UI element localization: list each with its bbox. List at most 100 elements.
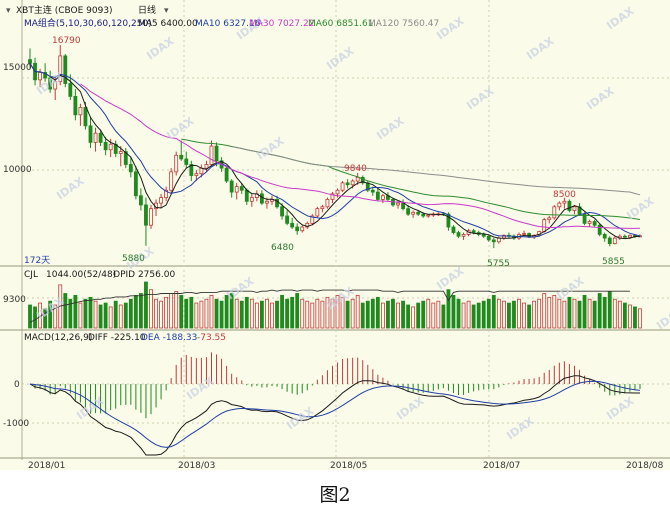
watermark-text: IDAX — [584, 84, 617, 112]
candles — [28, 45, 642, 249]
candle-body — [380, 195, 385, 200]
volume-bar — [401, 300, 405, 329]
volume-bar — [138, 293, 143, 329]
candle-body — [451, 226, 456, 233]
candle-body — [239, 186, 244, 191]
volume-bar — [386, 300, 390, 329]
volume-bar — [411, 306, 416, 329]
volume-bar — [461, 302, 466, 329]
candle-body — [370, 189, 375, 193]
watermark-text: IDAX — [324, 44, 357, 72]
volume-bar — [396, 302, 400, 329]
volume-bar — [310, 302, 315, 329]
volume-bar — [144, 281, 148, 329]
candle-body — [406, 208, 411, 215]
candle-body — [194, 173, 199, 176]
macd-diff-line — [29, 375, 640, 456]
volume-bar — [83, 298, 88, 329]
watermark-text: IDAX — [524, 34, 557, 62]
ma120-label: MA120 7560.47 — [368, 19, 439, 29]
volume-bar — [587, 298, 592, 329]
volume-bar — [98, 304, 103, 329]
candle-body — [355, 176, 360, 182]
candle-body — [607, 237, 612, 245]
volume-bar — [577, 300, 582, 329]
candle-body — [305, 222, 310, 228]
candle-body — [78, 107, 83, 116]
period-selector[interactable]: 日线 — [138, 4, 156, 16]
volume-bar — [486, 298, 491, 329]
open-interest-line — [29, 289, 630, 323]
macd-histogram — [34, 352, 641, 419]
candle-body — [557, 202, 562, 208]
volume-bar — [607, 291, 612, 329]
volume-bar — [189, 296, 194, 329]
volume-bar — [335, 295, 340, 329]
volume-bar — [350, 298, 355, 329]
open-interest-value: OPID 2756.00 — [113, 270, 175, 280]
candle-body — [88, 125, 93, 143]
watermark-text: IDAX — [284, 404, 317, 432]
volume-tick-9300: 9300 — [3, 295, 26, 305]
volume-bar — [466, 300, 471, 329]
candle-body — [411, 211, 416, 215]
volume-bar — [174, 291, 179, 329]
watermark-text: IDAX — [604, 4, 637, 32]
volume-bar — [512, 300, 516, 329]
watermark-text: IDAX — [464, 84, 497, 112]
ma30-line — [80, 83, 641, 229]
volume-bar — [28, 304, 32, 329]
candle-body — [612, 237, 617, 245]
candle-body — [68, 83, 73, 97]
candle-body — [461, 233, 466, 237]
chevron-down-icon[interactable]: ▾ — [6, 6, 11, 16]
candle-body — [199, 167, 204, 175]
annotation-high-16790: 16790 — [52, 36, 81, 46]
candle-body — [587, 221, 592, 224]
candle-body — [547, 217, 552, 221]
volume-bar — [542, 293, 547, 329]
volume-bar — [547, 296, 552, 329]
watermark-text: IDAX — [184, 374, 217, 402]
ma30-label: MA30 7027.22 — [249, 19, 314, 29]
candle-body — [456, 232, 461, 237]
candle-body — [159, 197, 163, 204]
volume-bar — [617, 300, 622, 329]
candle-body — [290, 222, 295, 228]
volume-bar — [280, 295, 284, 329]
volume-bar — [265, 298, 269, 329]
candle-body — [310, 215, 315, 224]
annotation-low-5880: 5880 — [122, 254, 145, 264]
candle-body — [401, 202, 405, 210]
volume-bar — [103, 302, 108, 329]
candle-body — [542, 219, 547, 233]
annotation-low-5855: 5855 — [602, 257, 625, 267]
volume-bar — [612, 298, 617, 329]
chevron-down-icon[interactable]: ▾ — [164, 6, 169, 16]
volume-bar — [244, 296, 249, 329]
volume-bar — [305, 300, 310, 329]
volume-bar — [330, 298, 335, 329]
volume-bar — [360, 302, 365, 329]
x-tick-2018-07: 2018/07 — [483, 461, 520, 470]
volume-bar — [184, 298, 189, 329]
volume-bar — [552, 295, 557, 329]
ma-combo-label: MA组合(5,10,30,60,120,250) — [24, 17, 152, 29]
x-tick-2018-03: 2018/03 — [178, 461, 215, 470]
volume-bar — [128, 298, 133, 329]
candle-body — [73, 96, 78, 116]
volume-bar — [169, 293, 174, 329]
volume-bar — [592, 300, 597, 329]
volume-bar — [295, 293, 300, 329]
volume-bar — [517, 298, 521, 329]
macd-header: MACD(12,26,9) DIFF -225.10 DEA -188.33 -… — [24, 333, 226, 343]
macd-dea-line — [29, 380, 641, 448]
volume-bar — [133, 295, 138, 329]
moving-averages — [29, 63, 641, 240]
volume-bar — [557, 298, 562, 329]
annotation-low-5755: 5755 — [487, 259, 510, 269]
candle-body — [320, 206, 325, 210]
candle-body — [375, 191, 380, 200]
macd-title: MACD(12,26,9) — [24, 333, 92, 343]
macd-diff-value: DIFF -225.10 — [88, 333, 146, 343]
